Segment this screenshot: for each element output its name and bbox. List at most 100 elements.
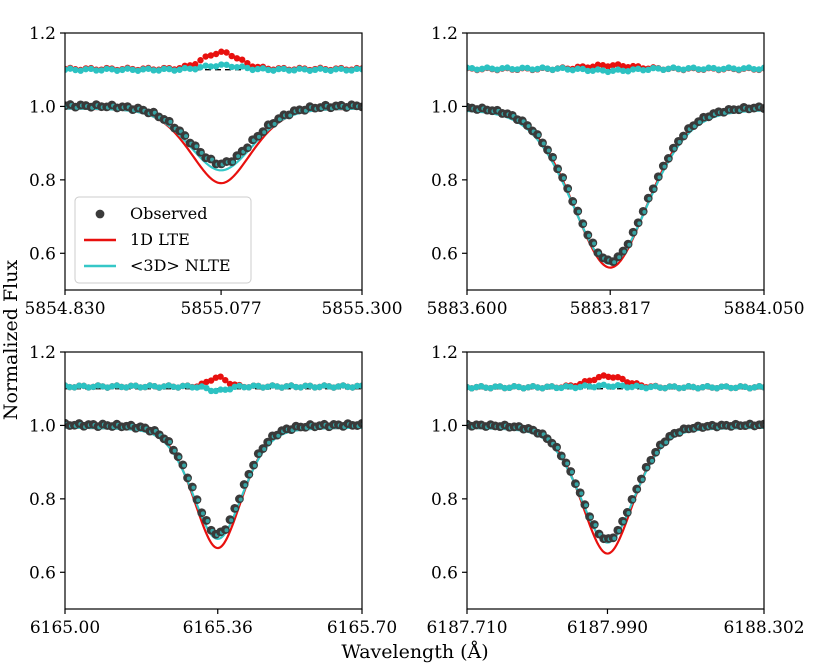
y-tick-label: 0.8 bbox=[29, 171, 56, 191]
nlte-residual-point bbox=[553, 384, 560, 392]
nlte-residual-point bbox=[223, 61, 230, 68]
observed-point bbox=[533, 130, 542, 139]
observed-point bbox=[561, 458, 571, 468]
nlte-residual-point bbox=[730, 65, 737, 72]
observed-point bbox=[643, 193, 653, 203]
nlte-residual-point bbox=[228, 63, 235, 71]
nlte-residual-point bbox=[139, 66, 147, 73]
nlte-residual-point bbox=[66, 383, 73, 391]
observed-point bbox=[566, 467, 576, 476]
x-tick-label: 6165.70 bbox=[327, 618, 397, 638]
x-tick-label: 6165.36 bbox=[183, 618, 253, 638]
nlte-residual-point bbox=[619, 67, 627, 75]
nlte-residual-point bbox=[468, 64, 476, 72]
observed-point bbox=[543, 145, 552, 155]
nlte-residual-point bbox=[504, 64, 511, 71]
observed-point bbox=[187, 482, 197, 492]
nlte-residual-point bbox=[685, 383, 692, 390]
nlte-residual-point bbox=[127, 382, 135, 390]
observed-point bbox=[668, 143, 678, 153]
panel-1: 0.6 0.8 1.0 1.2 5854.830 5855.077 5855.300 Obse… bbox=[24, 24, 402, 319]
nlte-residual-point bbox=[604, 68, 612, 76]
nlte-residual-point bbox=[72, 66, 79, 74]
observed-point bbox=[589, 520, 599, 529]
nlte-residual-point bbox=[680, 66, 687, 73]
y-tick-label: 0.6 bbox=[29, 244, 56, 264]
observed-point bbox=[173, 452, 183, 462]
y-tick-label: 0.8 bbox=[431, 490, 458, 510]
nlte-residual-point bbox=[539, 64, 546, 71]
nlte-residual-point bbox=[524, 64, 531, 72]
nlte-residual-point bbox=[77, 67, 84, 74]
nlte-residual-point bbox=[291, 67, 298, 74]
nlte-residual-point bbox=[529, 66, 536, 73]
observed-point bbox=[588, 238, 598, 248]
nlte-residual-point bbox=[233, 64, 241, 71]
observed-point bbox=[641, 462, 651, 472]
nlte-residual-point bbox=[217, 386, 224, 393]
observed-point bbox=[568, 197, 578, 206]
nlte-residual-point bbox=[280, 65, 288, 73]
nlte-residual-point bbox=[482, 384, 490, 391]
observed-point bbox=[646, 455, 656, 465]
nlte-residual-point bbox=[354, 382, 361, 390]
nlte-residual-point bbox=[254, 65, 261, 73]
lte-residual-point bbox=[619, 62, 627, 70]
observed-point bbox=[622, 508, 632, 517]
nlte-residual-point bbox=[650, 64, 657, 72]
nlte-residual-point bbox=[179, 382, 187, 390]
nlte-residual-point bbox=[238, 63, 246, 70]
nlte-residual-point bbox=[519, 64, 526, 71]
nlte-residual-point bbox=[634, 65, 642, 73]
nlte-residual-point bbox=[665, 65, 672, 73]
observed-point bbox=[197, 508, 207, 518]
nlte-residual-point bbox=[614, 66, 622, 73]
observed-point bbox=[633, 218, 643, 228]
panel-4: 0.6 0.8 1.0 1.2 6187.710 6187.990 6188.302 bbox=[426, 343, 804, 638]
nlte-residual-point bbox=[171, 67, 178, 74]
nlte-residual-point bbox=[534, 65, 541, 73]
observed-point bbox=[563, 184, 573, 193]
nlte-residual-point bbox=[212, 63, 220, 70]
x-tick-label: 5854.830 bbox=[24, 299, 105, 319]
nlte-residual-point bbox=[244, 64, 251, 72]
plot-area bbox=[65, 48, 362, 185]
nlte-residual-point bbox=[348, 67, 355, 74]
nlte-residual-point bbox=[569, 66, 576, 74]
observed-point bbox=[573, 206, 583, 216]
y-tick-label: 1.0 bbox=[431, 97, 458, 117]
nlte-residual-point bbox=[605, 383, 612, 390]
nlte-residual-point bbox=[655, 65, 662, 72]
x-tick-label: 6187.710 bbox=[426, 618, 507, 638]
nlte-residual-point bbox=[155, 67, 162, 74]
nlte-model-line bbox=[467, 426, 764, 544]
observed-point bbox=[220, 525, 230, 535]
nlte-residual-point bbox=[499, 65, 506, 72]
nlte-residual-point bbox=[218, 61, 225, 68]
observed-point bbox=[638, 206, 648, 216]
x-tick-label: 6187.990 bbox=[567, 618, 648, 638]
observed-point bbox=[244, 469, 254, 479]
nlte-residual-point bbox=[301, 66, 308, 73]
nlte-residual-point bbox=[737, 383, 744, 390]
nlte-residual-point bbox=[203, 384, 210, 392]
observed-point bbox=[679, 131, 688, 141]
nlte-residual-point bbox=[695, 66, 702, 73]
nlte-residual-point bbox=[488, 65, 496, 72]
nlte-model-line bbox=[65, 426, 362, 540]
nlte-residual-point bbox=[725, 64, 732, 71]
observed-point bbox=[548, 152, 557, 162]
nlte-residual-point bbox=[562, 383, 570, 390]
observed-point bbox=[663, 154, 673, 163]
nlte-residual-point bbox=[509, 66, 516, 73]
lte-residual-point bbox=[202, 53, 209, 60]
nlte-residual-point bbox=[660, 66, 667, 74]
nlte-residual-point bbox=[129, 66, 136, 74]
nlte-residual-point bbox=[85, 384, 92, 391]
nlte-residual-point bbox=[265, 66, 272, 74]
nlte-residual-point bbox=[202, 62, 209, 69]
observed-point bbox=[583, 230, 593, 240]
observed-point bbox=[637, 474, 646, 484]
observed-point bbox=[613, 252, 623, 262]
nlte-residual-point bbox=[146, 382, 154, 389]
